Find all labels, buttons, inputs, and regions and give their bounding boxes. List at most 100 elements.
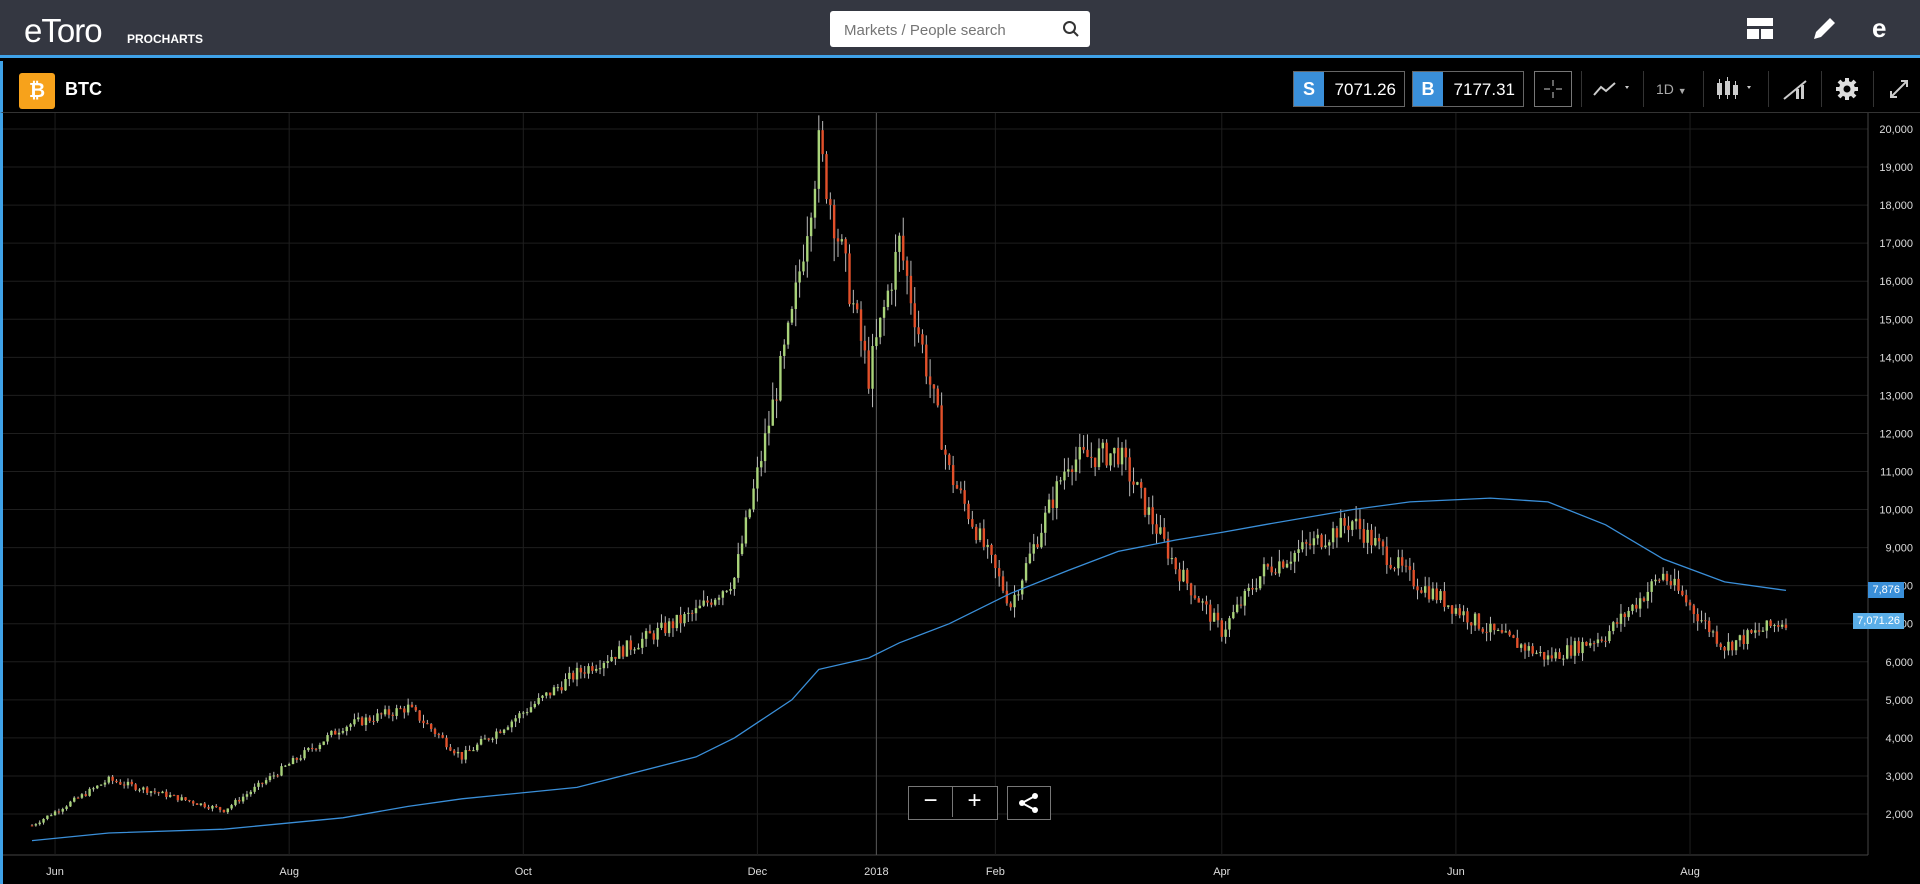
candle-body <box>53 811 57 816</box>
candle-body <box>548 692 552 696</box>
candle-body <box>1282 561 1285 568</box>
candle-body <box>1189 583 1193 596</box>
candle-body <box>211 805 214 809</box>
candle-body <box>1366 529 1369 543</box>
candle-body <box>1343 518 1346 526</box>
candle-body <box>1163 527 1166 539</box>
candle-body <box>1362 529 1365 543</box>
price-chart[interactable]: 20,000 19,000 18,000 17,000 16,000 15,000 14,0… <box>3 113 1920 884</box>
y-axis-tick-label: 13,000 <box>1879 390 1913 402</box>
candle-body <box>218 807 222 810</box>
y-axis-tick-label: 16,000 <box>1879 276 1913 288</box>
candle-body <box>510 721 513 728</box>
candle-body <box>537 697 540 704</box>
candle-body <box>130 781 134 785</box>
candle-body <box>990 544 993 555</box>
candle-body <box>863 340 867 351</box>
candle-body <box>468 750 471 752</box>
candle-body <box>1005 590 1009 604</box>
etoro-account-icon[interactable]: e <box>1872 13 1887 43</box>
draw-pen-icon[interactable] <box>1808 13 1840 45</box>
candle-body <box>1220 620 1223 637</box>
candle-body <box>453 750 456 754</box>
candle-body <box>1450 605 1454 614</box>
y-axis-tick-label: 15,000 <box>1879 314 1913 326</box>
candle-body <box>1470 622 1473 626</box>
candle-body <box>1708 620 1711 633</box>
fullscreen-button[interactable] <box>1881 71 1917 107</box>
search-icon[interactable] <box>1062 20 1080 38</box>
y-axis-tick-label: 3,000 <box>1885 771 1913 783</box>
candle-body <box>1255 588 1258 590</box>
candle-body <box>111 776 114 781</box>
y-axis-tick-label: 5,000 <box>1885 695 1913 707</box>
procharts-label: PROCHARTS <box>127 32 204 46</box>
candle-body <box>1082 447 1085 450</box>
candle-body <box>1546 655 1550 660</box>
candle-body <box>1512 635 1515 638</box>
candle-body <box>740 543 744 555</box>
candle-body <box>986 544 989 547</box>
layout-icon[interactable] <box>1744 13 1776 45</box>
settings-button[interactable] <box>1829 71 1865 107</box>
toolbar-divider <box>1643 71 1644 107</box>
candle-body <box>1665 573 1669 582</box>
candle-body <box>1523 644 1527 651</box>
candle-body <box>276 775 279 777</box>
candle-body <box>280 766 283 776</box>
candle-body <box>1684 595 1688 603</box>
toolbar-divider <box>1581 71 1582 107</box>
search-input[interactable] <box>842 11 1056 49</box>
candle-body <box>694 608 698 614</box>
search-box[interactable] <box>830 11 1090 49</box>
instrument-toolbar: ₿ BTC S 7071.26 B 7177.31 1D ▼ <box>0 61 1920 113</box>
candle-body <box>406 704 410 713</box>
candle-body <box>725 590 728 592</box>
buy-button[interactable]: B 7177.31 <box>1412 71 1524 107</box>
candle-body <box>909 275 913 304</box>
candle-body <box>1447 605 1450 607</box>
candle-body <box>476 744 479 751</box>
candle-body <box>1009 603 1012 608</box>
chart-area[interactable]: 20,000 19,000 18,000 17,000 16,000 15,000 14,0… <box>0 113 1920 884</box>
zoom-out-button[interactable]: − <box>909 787 953 817</box>
sell-button[interactable]: S 7071.26 <box>1293 71 1405 107</box>
indicators-button[interactable] <box>1591 71 1635 107</box>
candle-body <box>1750 630 1753 633</box>
indicators-icon <box>1593 82 1629 96</box>
candle-body <box>1059 480 1062 482</box>
candle-body <box>602 662 606 669</box>
buy-price: 7177.31 <box>1453 80 1515 99</box>
candle-body <box>1615 622 1619 624</box>
y-axis-tick-label: 17,000 <box>1879 238 1913 250</box>
candle-body <box>1232 612 1235 619</box>
candle-body <box>556 687 560 689</box>
candle-body <box>606 661 609 663</box>
chart-type-button[interactable] <box>1713 71 1761 107</box>
candle-body <box>1754 630 1757 633</box>
candle-body <box>575 667 579 680</box>
crosshair-button[interactable] <box>1534 71 1572 107</box>
candle-body <box>932 384 936 389</box>
candle-body <box>1581 641 1584 654</box>
candle-body <box>1305 542 1308 544</box>
candle-body <box>50 815 53 817</box>
share-button[interactable] <box>1007 786 1051 820</box>
candle-body <box>522 712 525 714</box>
candle-body <box>771 399 774 426</box>
candle-body <box>621 646 625 657</box>
candle-body <box>948 454 951 466</box>
candle-body <box>138 789 141 791</box>
zoom-in-button[interactable]: + <box>967 787 982 814</box>
candle-body <box>1500 630 1504 633</box>
x-axis-tick-label: Oct <box>515 866 532 878</box>
candle-body <box>1462 611 1465 616</box>
etoro-logo[interactable]: eToro <box>24 12 103 49</box>
candle-body <box>871 346 874 389</box>
timeframe-dropdown[interactable]: 1D ▼ <box>1656 71 1696 107</box>
candle-body <box>783 344 786 356</box>
drawing-tools-button[interactable] <box>1778 71 1814 107</box>
candle-body <box>1070 469 1074 472</box>
candle-body <box>1424 586 1427 593</box>
candle-body <box>73 797 76 802</box>
